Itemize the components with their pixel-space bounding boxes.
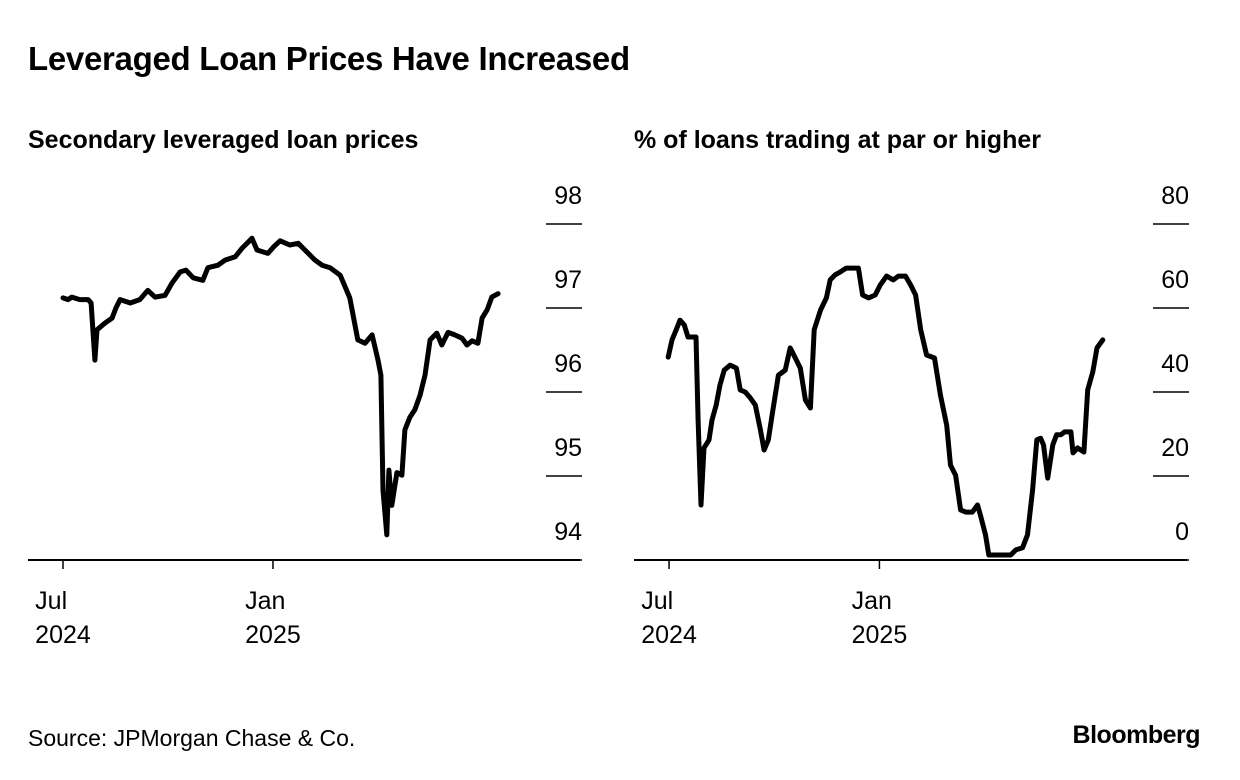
page-title: Leveraged Loan Prices Have Increased <box>28 40 630 77</box>
x-tick-label: Jan 2025 <box>245 587 301 649</box>
y-tick-label: 94 <box>554 518 582 546</box>
chart-title: Secondary leveraged loan prices <box>28 126 419 154</box>
y-tick-label: 60 <box>1161 266 1189 294</box>
brand: Bloomberg <box>1072 721 1201 749</box>
data-line <box>665 265 1106 558</box>
y-tick-label: 98 <box>554 182 582 210</box>
y-tick-label: 95 <box>554 434 582 462</box>
x-tick-label: Jul 2024 <box>641 587 697 649</box>
x-tick-label: Jan 2025 <box>851 587 908 649</box>
x-tick-label: Jul 2024 <box>35 587 91 649</box>
source: Source: JPMorgan Chase & Co. <box>28 725 356 751</box>
y-tick-label: 20 <box>1161 434 1189 462</box>
y-tick-label: 80 <box>1161 182 1189 210</box>
y-tick-label: 40 <box>1161 350 1189 378</box>
chart-title: % of loans trading at par or higher <box>634 126 1041 154</box>
y-tick-label: 0 <box>1175 518 1189 546</box>
y-tick-label: 96 <box>554 350 582 378</box>
data-line <box>60 235 501 538</box>
y-tick-label: 97 <box>554 266 582 294</box>
